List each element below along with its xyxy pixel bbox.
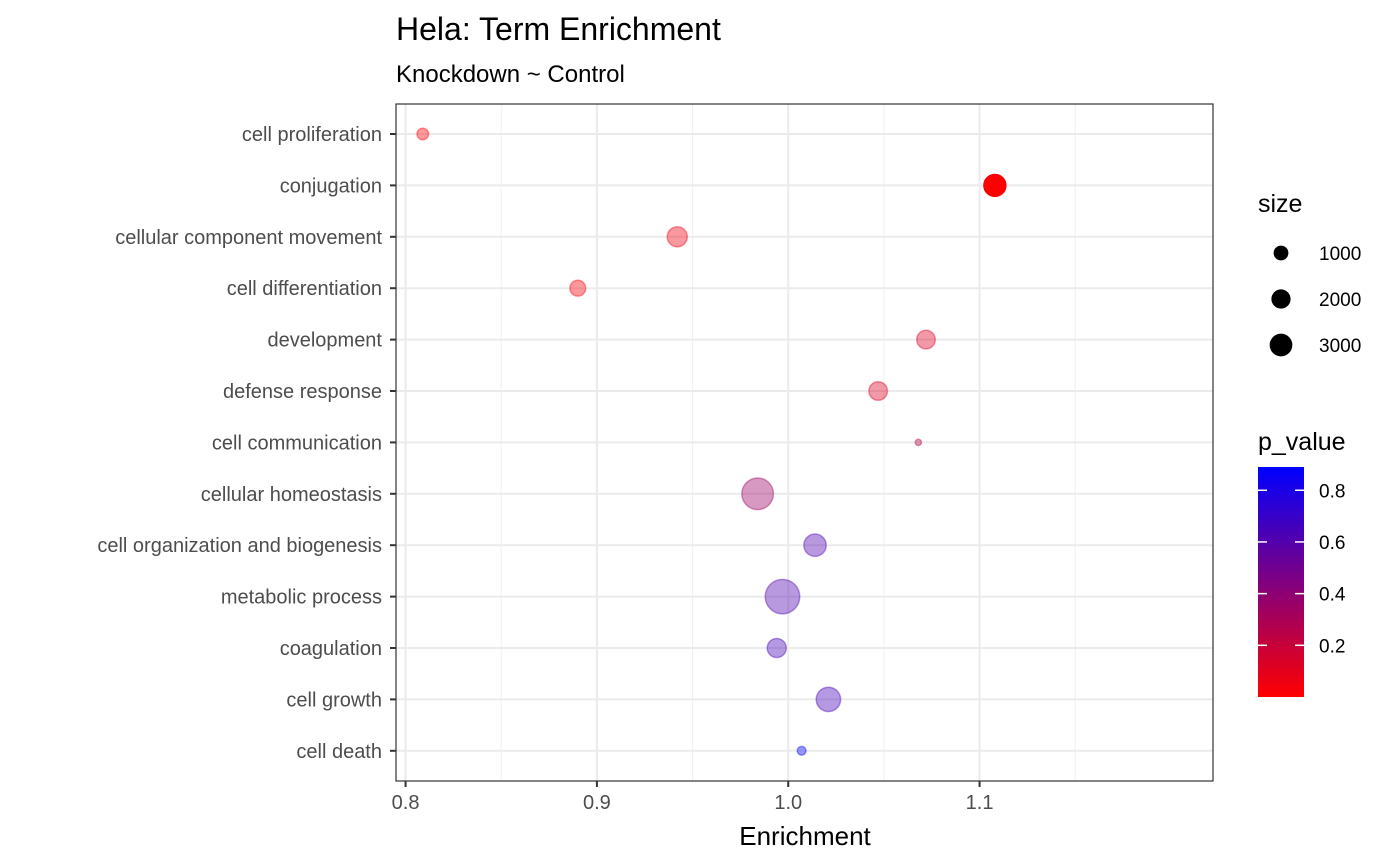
p-value-legend: p_value 0.2 0.4 0.6 0.8	[1258, 428, 1346, 697]
size-legend-key	[1269, 333, 1293, 357]
y-tick-label: cell differentiation	[227, 278, 382, 300]
y-tick-label: coagulation	[280, 638, 382, 660]
x-axis-title: Enrichment	[739, 821, 871, 851]
colorbar-label: 0.4	[1319, 585, 1346, 606]
y-tick-label: cellular component movement	[115, 227, 382, 249]
y-tick-label: cell organization and biogenesis	[97, 535, 382, 557]
y-tick-label: cell communication	[212, 432, 382, 454]
x-tick-label: 1.1	[966, 792, 994, 814]
plot-area: cell proliferation conjugation cellular co…	[97, 103, 1214, 814]
data-point	[915, 329, 937, 350]
size-legend: size 1000 2000 3000	[1258, 190, 1361, 357]
data-point	[416, 127, 430, 141]
data-point	[803, 533, 827, 558]
colorbar-label: 0.8	[1319, 481, 1345, 502]
data-point	[569, 279, 587, 297]
chart-subtitle: Knockdown ~ Control	[396, 61, 625, 88]
x-tick-label: 0.8	[392, 792, 420, 814]
size-legend-label: 1000	[1319, 244, 1361, 265]
data-point	[764, 578, 801, 615]
size-legend-key	[1273, 245, 1289, 261]
y-tick-label: cell proliferation	[242, 124, 382, 146]
x-tick-label: 0.9	[583, 792, 611, 814]
size-legend-label: 2000	[1319, 290, 1361, 311]
data-point	[741, 477, 775, 511]
x-tick-label: 1.0	[774, 792, 802, 814]
colorbar-label: 0.6	[1319, 533, 1345, 554]
p-value-colorbar	[1258, 467, 1304, 697]
data-point	[914, 438, 923, 447]
colorbar-label: 0.2	[1319, 636, 1345, 657]
data-point	[868, 380, 889, 402]
y-tick-label: development	[267, 330, 382, 352]
y-tick-label: cell growth	[286, 689, 382, 711]
data-point	[983, 173, 1007, 198]
data-point	[815, 686, 842, 713]
y-tick-label: cell death	[296, 741, 382, 763]
data-point	[766, 637, 788, 659]
chart-title: Hela: Term Enrichment	[396, 11, 721, 47]
y-tick-label: cellular homeostasis	[201, 484, 382, 506]
data-point	[666, 226, 689, 248]
y-tick-label: defense response	[223, 381, 382, 403]
size-legend-label: 3000	[1319, 336, 1361, 357]
y-tick-label: conjugation	[280, 175, 382, 197]
data-point	[796, 745, 807, 756]
p-value-legend-title: p_value	[1258, 428, 1346, 456]
y-tick-label: metabolic process	[221, 587, 382, 609]
size-legend-title: size	[1258, 190, 1302, 218]
size-legend-key	[1271, 289, 1291, 309]
